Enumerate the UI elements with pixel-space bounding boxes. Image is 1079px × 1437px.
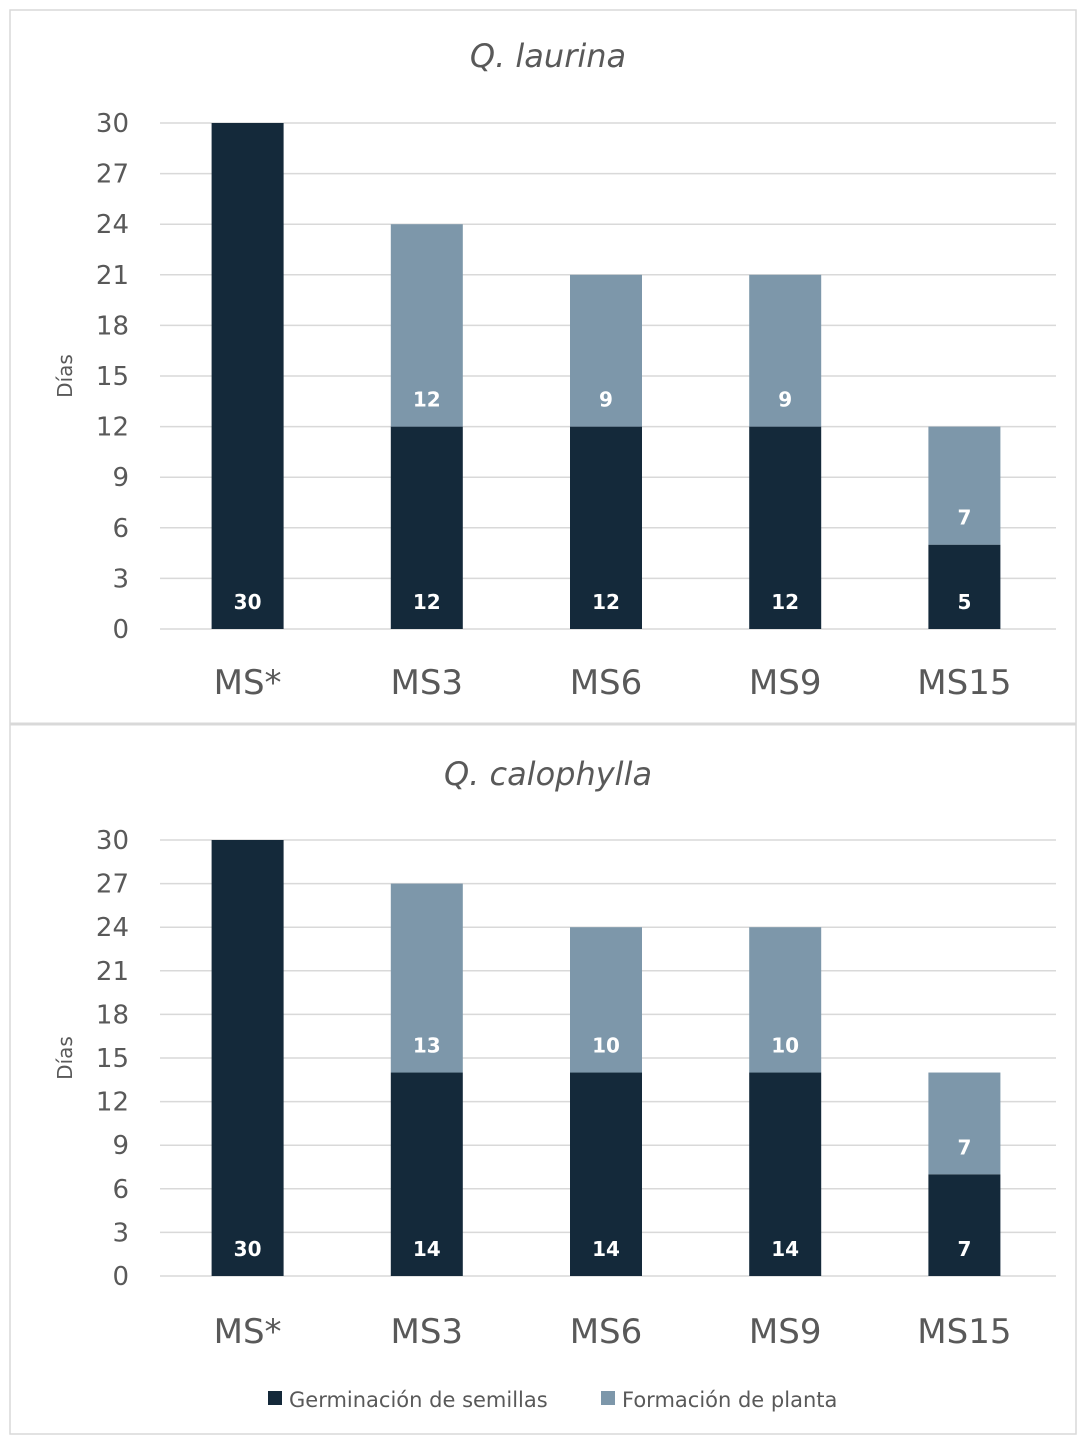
y-tick-label: 9 [112, 1131, 129, 1161]
y-tick-label: 15 [96, 362, 129, 392]
figure-border [9, 9, 1077, 1435]
chart-q-laurina: Q. laurina Días 0 3 6 9 12 15 18 21 24 27 30 MS* 30 M… [53, 37, 1056, 703]
legend-swatch-germinacion [268, 1391, 282, 1405]
data-label: 30 [234, 590, 262, 614]
bar-formaci-n-de-planta-ms3 [390, 224, 463, 427]
y-tick-label: 6 [112, 514, 129, 544]
bar-germinaci-n-de-semillas-ms3 [390, 426, 463, 629]
y-tick-label: 24 [96, 913, 129, 943]
bar-germinaci-n-de-semillas-ms6 [570, 426, 642, 629]
y-tick-label: 21 [96, 261, 129, 291]
data-label: 13 [413, 1034, 441, 1058]
data-label: 7 [957, 1135, 971, 1159]
legend-label-formacion: Formación de planta [622, 1388, 837, 1412]
data-label: 7 [957, 1237, 971, 1261]
data-label: 12 [592, 590, 620, 614]
data-label: 14 [413, 1237, 441, 1261]
x-tick-label: MS* [214, 663, 282, 703]
x-tick-label: MS15 [917, 663, 1011, 703]
y-tick-label: 9 [112, 463, 129, 493]
bar-germinaci-n-de-semillas-ms [211, 840, 284, 1276]
x-tick-label: MS3 [391, 663, 464, 703]
chart-title: Q. calophylla [444, 755, 652, 793]
bar-germinaci-n-de-semillas-ms6 [570, 1072, 642, 1276]
data-label: 5 [957, 590, 971, 614]
bar-germinaci-n-de-semillas-ms9 [749, 426, 822, 629]
bar-germinaci-n-de-semillas-ms3 [390, 1072, 463, 1276]
data-label: 14 [592, 1237, 620, 1261]
y-tick-label: 15 [96, 1044, 129, 1074]
y-tick-label: 18 [96, 1000, 129, 1030]
data-label: 7 [957, 506, 971, 530]
y-tick-label: 24 [96, 210, 129, 240]
data-label: 9 [778, 388, 792, 412]
y-tick-label: 12 [96, 1088, 129, 1118]
data-label: 14 [771, 1237, 799, 1261]
y-axis-label: Días [53, 354, 77, 398]
legend-swatch-formacion [601, 1391, 615, 1405]
y-tick-label: 18 [96, 311, 129, 341]
bar-formaci-n-de-planta-ms6 [570, 927, 642, 1073]
bar-germinaci-n-de-semillas-ms15 [928, 544, 1001, 629]
x-tick-label: MS9 [749, 1312, 822, 1352]
data-label: 30 [234, 1237, 262, 1261]
y-axis-label: Días [53, 1036, 77, 1080]
x-tick-label: MS* [214, 1312, 282, 1352]
data-label: 9 [599, 388, 613, 412]
x-tick-label: MS15 [917, 1312, 1011, 1352]
data-label: 12 [771, 590, 799, 614]
y-tick-label: 6 [112, 1175, 129, 1205]
bar-formaci-n-de-planta-ms9 [749, 274, 822, 427]
legend: Germinación de semillas Formación de pla… [268, 1388, 837, 1412]
chart-title: Q. laurina [470, 37, 626, 75]
data-label: 10 [771, 1034, 799, 1058]
x-tick-label: MS6 [570, 1312, 643, 1352]
y-tick-label: 27 [96, 870, 129, 900]
bar-germinaci-n-de-semillas-ms [211, 123, 284, 629]
data-label: 12 [413, 388, 441, 412]
bar-formaci-n-de-planta-ms9 [749, 927, 822, 1073]
bar-formaci-n-de-planta-ms6 [570, 274, 642, 427]
y-tick-label: 30 [96, 826, 129, 856]
legend-label-germinacion: Germinación de semillas [289, 1388, 548, 1412]
y-tick-label: 27 [96, 160, 129, 190]
bar-germinaci-n-de-semillas-ms9 [749, 1072, 822, 1276]
x-tick-label: MS6 [570, 663, 643, 703]
bar-formaci-n-de-planta-ms15 [928, 1072, 1001, 1175]
x-tick-label: MS9 [749, 663, 822, 703]
y-tick-label: 30 [96, 109, 129, 139]
y-tick-label: 3 [112, 564, 129, 594]
y-tick-label: 0 [112, 1262, 129, 1292]
bar-formaci-n-de-planta-ms3 [390, 883, 463, 1073]
bar-formaci-n-de-planta-ms15 [928, 426, 1001, 545]
bar-germinaci-n-de-semillas-ms15 [928, 1174, 1001, 1276]
y-tick-label: 21 [96, 957, 129, 987]
data-label: 12 [413, 590, 441, 614]
y-tick-label: 12 [96, 413, 129, 443]
data-label: 10 [592, 1034, 620, 1058]
y-tick-label: 0 [112, 615, 129, 645]
chart-q-calophylla: Q. calophylla Días 0 3 6 9 12 15 18 21 24 27 30 MS*… [53, 755, 1056, 1352]
y-tick-label: 3 [112, 1218, 129, 1248]
x-tick-label: MS3 [391, 1312, 464, 1352]
